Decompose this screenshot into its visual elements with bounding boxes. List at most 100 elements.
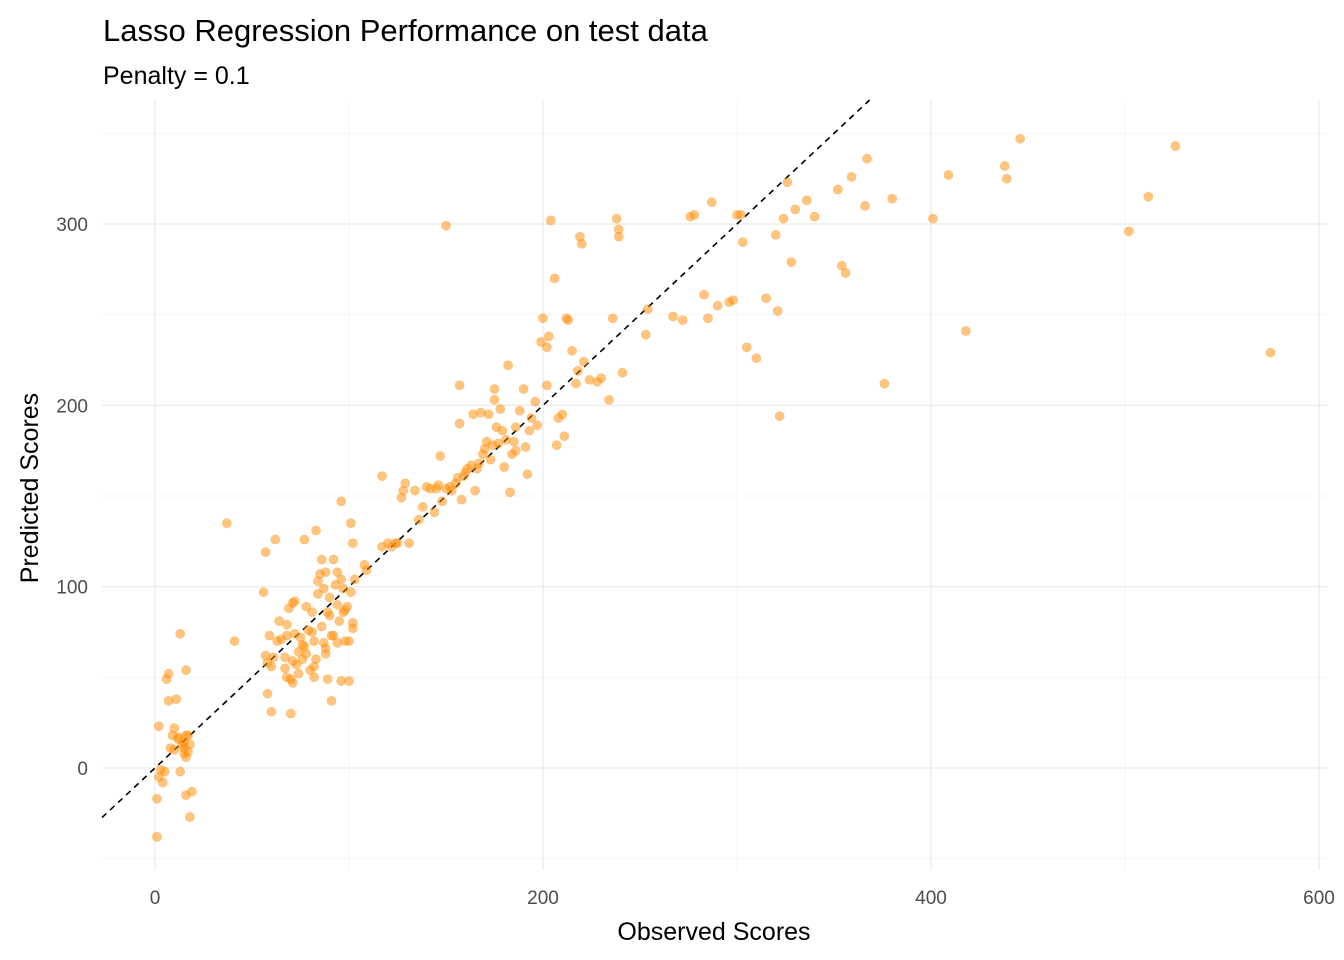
data-point: [543, 331, 554, 342]
data-point: [862, 153, 872, 164]
data-point: [489, 384, 500, 394]
data-point: [532, 420, 543, 431]
data-point: [347, 538, 358, 548]
data-point: [320, 648, 331, 659]
x-axis-tick-labels: 0 200 400 600: [150, 888, 1335, 909]
data-point: [181, 665, 191, 675]
data-point: [470, 485, 480, 496]
x-axis-title: Observed Scores: [617, 918, 810, 946]
data-point: [153, 721, 164, 732]
data-point: [281, 619, 292, 630]
data-point: [169, 745, 180, 755]
data-point: [345, 518, 356, 529]
data-point: [184, 812, 195, 822]
data-point: [151, 832, 162, 842]
data-point: [307, 627, 317, 637]
data-point: [770, 229, 781, 240]
data-point: [737, 237, 748, 247]
data-point: [309, 672, 319, 683]
data-point: [347, 618, 358, 628]
data-point: [846, 171, 857, 182]
x-tick-label: 200: [527, 888, 559, 909]
data-point: [542, 380, 552, 391]
data-point: [392, 538, 403, 548]
data-point: [377, 471, 387, 481]
data-point: [571, 378, 581, 389]
data-point: [336, 496, 347, 507]
data-point: [169, 723, 180, 733]
data-point: [338, 583, 349, 594]
data-point: [429, 507, 440, 518]
data-point: [542, 342, 552, 353]
data-point: [334, 616, 345, 626]
data-point: [943, 170, 954, 180]
data-point: [264, 630, 275, 641]
data-point: [489, 394, 500, 405]
data-point: [433, 480, 444, 490]
data-point: [316, 554, 327, 565]
y-tick-label: 100: [56, 578, 88, 599]
data-point: [836, 260, 847, 271]
data-point: [559, 431, 570, 442]
data-point: [175, 628, 186, 639]
data-point: [505, 487, 515, 498]
data-point: [320, 567, 331, 578]
data-point: [454, 418, 465, 429]
data-point: [410, 485, 420, 496]
data-point: [526, 413, 537, 423]
data-point: [607, 313, 618, 324]
data-point: [171, 694, 182, 704]
data-point: [774, 411, 785, 422]
data-point: [522, 469, 533, 480]
data-point: [274, 616, 285, 626]
data-point: [301, 648, 312, 659]
chart-subtitle: Penalty = 0.1: [103, 62, 250, 90]
data-point: [157, 777, 168, 788]
data-point: [520, 442, 531, 452]
data-point: [474, 458, 484, 469]
data-point: [510, 422, 521, 432]
data-point: [604, 394, 614, 405]
data-point: [324, 592, 335, 603]
data-point: [761, 293, 771, 304]
data-point: [307, 607, 317, 617]
data-point: [961, 326, 971, 336]
data-point: [175, 766, 186, 777]
data-point: [778, 213, 789, 224]
data-point: [266, 706, 277, 717]
data-point: [291, 659, 302, 670]
data-point: [285, 708, 296, 719]
chart-title: Lasso Regression Performance on test dat…: [103, 13, 709, 48]
data-point: [801, 195, 812, 206]
data-point: [229, 636, 240, 646]
data-point: [549, 273, 560, 284]
data-point: [446, 485, 457, 496]
data-point: [551, 440, 562, 451]
data-point: [751, 353, 762, 364]
data-point: [545, 215, 556, 226]
data-point: [324, 610, 335, 621]
data-point: [316, 621, 327, 632]
data-point: [611, 213, 622, 224]
data-point: [293, 668, 304, 679]
data-point: [413, 514, 424, 525]
data-point: [1170, 141, 1181, 151]
data-point: [311, 525, 321, 536]
data-point: [258, 587, 269, 597]
data-point: [437, 496, 447, 507]
data-point: [524, 425, 535, 436]
y-tick-label: 200: [56, 396, 88, 417]
data-point: [782, 177, 793, 188]
data-point: [510, 445, 521, 456]
data-point: [313, 589, 323, 599]
data-point: [518, 384, 529, 394]
x-tick-label: 600: [1303, 888, 1335, 909]
data-point: [454, 380, 465, 391]
data-point: [712, 300, 723, 311]
data-point: [322, 674, 333, 684]
data-point: [840, 268, 851, 278]
data-point: [330, 580, 341, 590]
data-point: [640, 329, 651, 340]
data-point: [301, 601, 312, 612]
